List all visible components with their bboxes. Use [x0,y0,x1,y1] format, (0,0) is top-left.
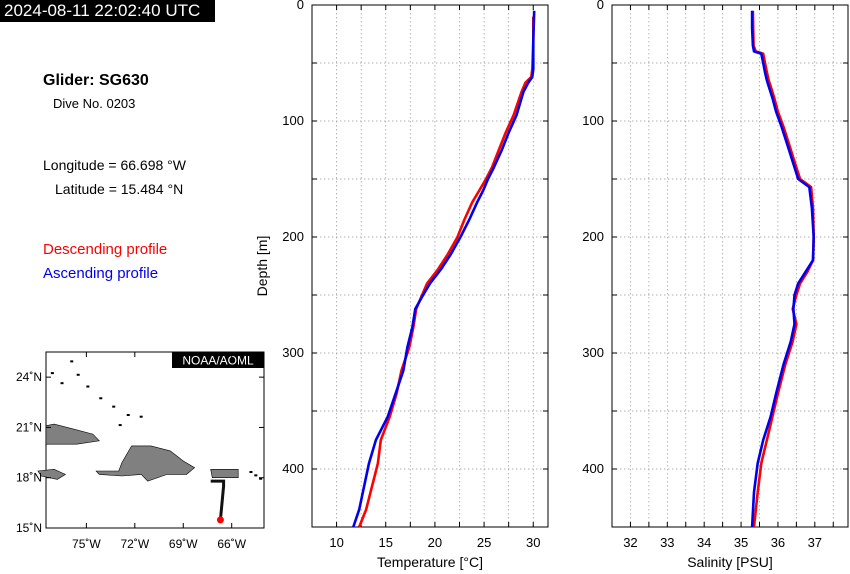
island-fragment [76,373,80,376]
y-tick-label: 100 [282,113,304,128]
puerto-rico-landmass [210,469,239,478]
y-tick-label: 200 [582,229,604,244]
x-tick-label: 35 [734,535,748,550]
timestamp-banner: 2024-08-11 22:02:40 UTC [0,0,215,22]
glider-track [210,479,226,521]
hispaniola-landmass [95,445,196,482]
ascending-profile-line [352,10,536,528]
cuba-landmass [45,423,100,445]
island-fragment [112,405,116,408]
y-tick-label: 300 [282,345,304,360]
salinity-chart: 32 33 34 35 36 37 0 100 200 300 400 Salinity [PSU] [582,0,849,570]
island-fragment [70,360,74,363]
longitude-readout: Longitude = 66.698 °W [43,157,186,173]
lat-tick-label: 24˚N [16,370,42,384]
lat-tick-label: 18˚N [16,471,42,485]
glider-title: Glider: SG630 [43,72,149,89]
x-axis-label: Salinity [PSU] [687,554,773,570]
map-label: NOAA/AOML [182,354,254,368]
island-fragment [50,372,54,375]
ascending-profile-line [750,10,815,528]
location-map: NOAA/AOML 24˚N 21˚N 18˚N 15˚N 75˚W 72˚W 69˚W 66˚… [16,351,265,551]
y-tick-label: 0 [297,0,304,12]
y-tick-label: 300 [582,345,604,360]
ticks [611,5,848,527]
glider-position-marker [216,516,224,524]
descending-profile-line [751,10,815,528]
island-fragment [99,397,103,400]
ticks [311,5,548,527]
island-fragment [259,477,263,480]
lon-tick-label: 66˚W [217,537,246,551]
x-tick-label: 15 [379,535,393,550]
x-tick-label: 37 [808,535,822,550]
lon-tick-label: 75˚W [72,537,101,551]
lon-tick-label: 72˚W [120,537,149,551]
x-tick-label: 33 [660,535,674,550]
x-tick-label: 30 [526,535,540,550]
y-tick-label: 400 [282,461,304,476]
lat-tick-label: 21˚N [16,420,42,434]
x-tick-label: 36 [771,535,785,550]
jamaica-landmass [37,468,67,480]
x-tick-label: 10 [329,535,343,550]
lon-tick-label: 69˚W [169,537,198,551]
island-fragment [139,415,143,418]
y-tick-label: 400 [582,461,604,476]
y-axis-label: Depth [m] [254,236,270,297]
map-label-box [172,352,264,368]
dive-number: Dive No. 0203 [53,96,136,111]
island-fragment [126,414,130,417]
grid [611,5,848,527]
x-tick-label: 32 [623,535,637,550]
y-tick-label: 0 [597,0,604,12]
x-tick-label: 34 [697,535,711,550]
legend-descending: Descending profile [43,241,168,258]
island-fragment [254,474,258,477]
descending-profile-line [357,16,535,528]
x-tick-label: 20 [428,535,442,550]
latitude-readout: Latitude = 15.484 °N [55,181,184,197]
x-axis-label: Temperature [°C] [377,554,483,570]
island-fragment [249,471,253,474]
plot-frame [311,4,549,528]
plot-frame [611,4,849,528]
legend-ascending: Ascending profile [43,265,159,282]
y-tick-label: 100 [582,113,604,128]
grid [311,5,548,527]
island-fragment [118,424,122,427]
island-fragment [86,385,90,388]
lat-tick-label: 15˚N [16,521,42,535]
x-tick-label: 25 [477,535,491,550]
y-tick-label: 200 [282,229,304,244]
island-fragment [60,382,64,385]
